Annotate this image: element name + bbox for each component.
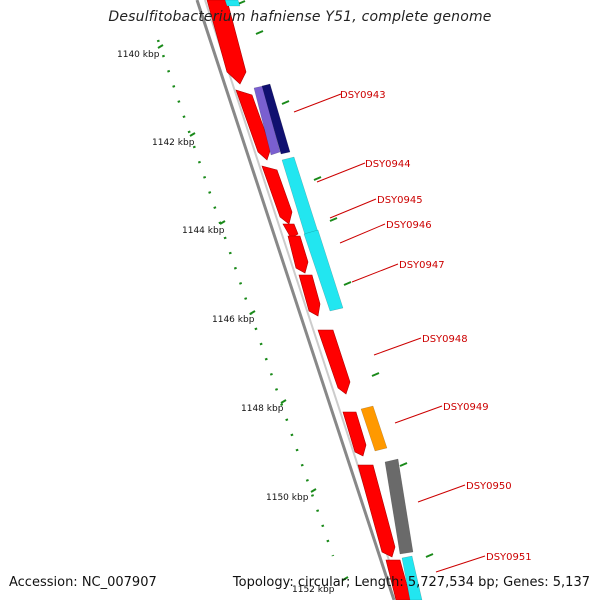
scale-tick xyxy=(157,44,164,49)
gene-label-dsy0948: DSY0948 xyxy=(422,334,468,345)
feature-block xyxy=(360,405,388,452)
scale-tick xyxy=(219,220,226,225)
genome-summary-text: Topology: circular; Length: 5,727,534 bp… xyxy=(232,575,590,590)
gene-leader-line xyxy=(417,484,466,503)
reverse-strand-tick xyxy=(425,553,434,558)
cds-arrow xyxy=(317,329,351,395)
gene-leader-line xyxy=(351,263,399,283)
feature-block xyxy=(261,83,291,155)
gene-label-dsy0951: DSY0951 xyxy=(486,552,532,563)
cds-arrow xyxy=(282,223,299,239)
backbone-line xyxy=(195,0,396,601)
reverse-strand-tick xyxy=(313,176,322,181)
gene-label-dsy0950: DSY0950 xyxy=(466,481,512,492)
feature-block xyxy=(281,156,319,236)
gene-leader-line xyxy=(435,555,486,573)
cds-arrow xyxy=(298,274,321,317)
scale-tick xyxy=(280,399,287,404)
reverse-strand-tick xyxy=(237,0,246,5)
gene-leader-line xyxy=(339,223,386,244)
gene-leader-line xyxy=(329,198,377,219)
feature-block xyxy=(224,0,241,7)
scale-tick-label: 1142 kbp xyxy=(152,138,195,148)
cds-arrow xyxy=(261,165,293,225)
cds-arrow xyxy=(342,411,367,457)
reverse-strand-tick xyxy=(329,217,338,222)
gene-label-dsy0943: DSY0943 xyxy=(340,90,386,101)
cds-arrow xyxy=(206,0,247,85)
gene-labels: DSY0943 DSY0944 DSY0945 DSY0946 DSY0947 DSY09… xyxy=(293,90,532,573)
gene-label-dsy0944: DSY0944 xyxy=(365,159,411,170)
gene-leader-line xyxy=(316,162,366,183)
feature-block xyxy=(253,85,281,156)
scale-tick-label: 1148 kbp xyxy=(241,404,284,414)
scale-tick-label: 1150 kbp xyxy=(266,493,309,503)
gene-features xyxy=(206,0,423,601)
reverse-strand-tick xyxy=(255,30,264,35)
scale-tick-label: 1146 kbp xyxy=(212,315,255,325)
map-title: Desulfitobacterium hafniense Y51, comple… xyxy=(108,9,492,25)
feature-block xyxy=(384,458,414,555)
scale-ticks: 1140 kbp 1142 kbp 1144 kbp 1146 kbp 1148 kbp… xyxy=(117,0,434,595)
gene-leader-line xyxy=(293,93,342,113)
reverse-strand-tick xyxy=(281,100,290,105)
reverse-strand-tick xyxy=(343,281,352,286)
reverse-strand-tick xyxy=(371,372,380,377)
gene-label-dsy0949: DSY0949 xyxy=(443,402,489,413)
gene-leader-line xyxy=(373,337,422,356)
scale-tick-label: 1152 kbp xyxy=(292,585,335,595)
scale-tick xyxy=(310,488,317,493)
scale-tick xyxy=(342,576,349,581)
gene-label-dsy0946: DSY0946 xyxy=(386,220,432,231)
gene-leader-line xyxy=(394,405,443,424)
reverse-strand-tick xyxy=(399,462,408,467)
dotted-scale-line xyxy=(156,39,335,557)
feature-block xyxy=(303,229,344,312)
cds-arrow xyxy=(235,89,272,161)
accession-text: Accession: NC_007907 xyxy=(9,575,157,590)
scale-tick-label: 1140 kbp xyxy=(117,50,160,60)
gene-label-dsy0947: DSY0947 xyxy=(399,260,445,271)
cds-arrow xyxy=(287,235,309,274)
scale-tick xyxy=(249,310,256,315)
cds-arrow xyxy=(357,464,396,558)
scale-tick xyxy=(189,132,196,137)
gene-label-dsy0945: DSY0945 xyxy=(377,195,423,206)
scale-tick-label: 1144 kbp xyxy=(182,226,225,236)
